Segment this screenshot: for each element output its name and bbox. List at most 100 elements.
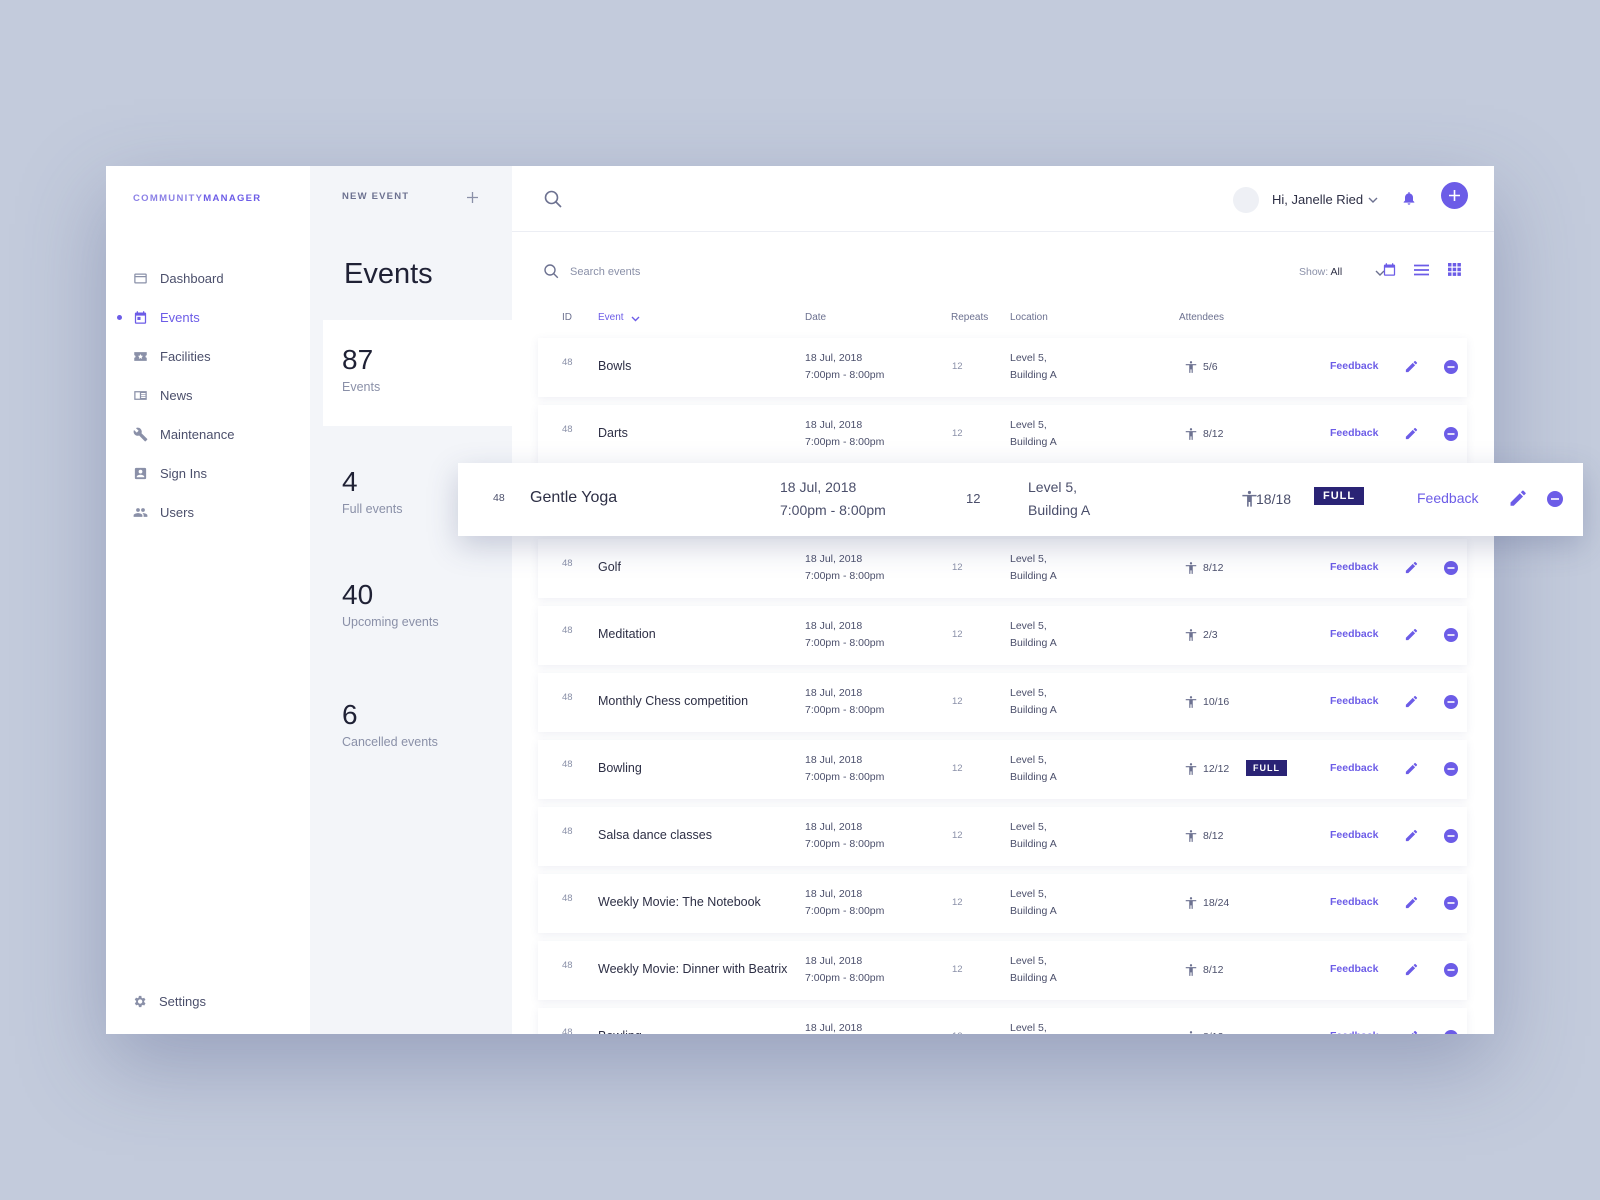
event-row[interactable]: 48 Bowls 18 Jul, 2018 7:00pm - 8:00pm 12 Leve…: [538, 338, 1467, 397]
feedback-link[interactable]: Feedback: [1330, 628, 1379, 640]
feedback-link[interactable]: Feedback: [1330, 762, 1379, 774]
event-id: 48: [562, 692, 573, 703]
location-line: Level 5,: [1028, 479, 1078, 496]
edit-button[interactable]: [1404, 560, 1419, 575]
bell-icon[interactable]: [1401, 189, 1417, 207]
date: 18 Jul, 2018: [780, 479, 857, 496]
remove-button[interactable]: [1444, 628, 1458, 642]
remove-button[interactable]: [1444, 963, 1458, 977]
feedback-link[interactable]: Feedback: [1330, 1030, 1378, 1034]
remove-button[interactable]: [1444, 829, 1458, 843]
remove-button[interactable]: [1444, 1030, 1458, 1034]
edit-button[interactable]: [1404, 828, 1419, 843]
time: 7:00pm - 8:00pm: [805, 436, 885, 448]
remove-button[interactable]: [1444, 695, 1458, 709]
location-line: Building A: [1010, 905, 1057, 917]
feedback-link[interactable]: Feedback: [1417, 489, 1479, 506]
event-name[interactable]: Meditation: [598, 627, 656, 641]
list-view[interactable]: [1414, 264, 1429, 276]
greeting-chevron[interactable]: [1368, 197, 1378, 204]
repeats: 12: [952, 763, 963, 774]
event-name[interactable]: Golf: [598, 560, 621, 574]
attendee-icon: [1185, 629, 1197, 641]
nav-item[interactable]: Sign Ins: [133, 463, 207, 483]
add-button[interactable]: [1441, 182, 1468, 209]
avatar[interactable]: [1233, 187, 1259, 213]
date: 18 Jul, 2018: [805, 687, 863, 699]
event-row[interactable]: 48 Weekly Movie: Dinner with Beatrix 18 Ju…: [538, 941, 1467, 1000]
new-event-plus[interactable]: [467, 192, 478, 203]
feedback-link[interactable]: Feedback: [1330, 427, 1379, 439]
location-line: Level 5,: [1010, 419, 1047, 431]
feedback-link[interactable]: Feedback: [1330, 695, 1379, 707]
location-line: Building A: [1010, 972, 1057, 984]
nav-item[interactable]: Events: [117, 307, 200, 327]
column-header[interactable]: Event: [598, 312, 624, 323]
event-row[interactable]: 48 Salsa dance classes 18 Jul, 2018 7:00pm …: [538, 807, 1467, 866]
event-name[interactable]: Bowling: [598, 761, 642, 775]
feedback-link[interactable]: Feedback: [1330, 561, 1379, 573]
edit-button[interactable]: [1404, 426, 1419, 441]
event-name[interactable]: Weekly Movie: The Notebook: [598, 895, 761, 909]
stat-label: Cancelled events: [342, 735, 438, 749]
edit-button[interactable]: [1404, 761, 1419, 776]
remove-button[interactable]: [1444, 896, 1458, 910]
brand-second: MANAGER: [203, 193, 262, 204]
edit-button[interactable]: [1404, 359, 1419, 374]
nav-item[interactable]: Facilities: [133, 346, 211, 366]
remove-button[interactable]: [1444, 427, 1458, 441]
feedback-link[interactable]: Feedback: [1330, 360, 1379, 372]
feedback-link[interactable]: Feedback: [1330, 829, 1379, 841]
grid-view[interactable]: [1448, 263, 1461, 276]
feedback-link[interactable]: Feedback: [1330, 963, 1379, 975]
remove-button[interactable]: [1444, 762, 1458, 776]
nav-item[interactable]: Users: [133, 502, 194, 522]
highlighted-row[interactable]: 48 Gentle Yoga 18 Jul, 2018 7:00pm - 8:00pm…: [458, 463, 1583, 536]
remove-button[interactable]: [1444, 360, 1458, 374]
remove-button[interactable]: [1444, 561, 1458, 575]
edit-button[interactable]: [1404, 1029, 1419, 1034]
event-row[interactable]: 48 Weekly Movie: The Notebook 18 Jul, 2018…: [538, 874, 1467, 933]
event-row[interactable]: 48 Golf 18 Jul, 2018 7:00pm - 8:00pm 12 Level…: [538, 539, 1467, 598]
greeting[interactable]: Hi, Janelle Ried: [1272, 192, 1364, 207]
feedback-link[interactable]: Feedback: [1330, 896, 1379, 908]
top-search-icon[interactable]: [544, 190, 562, 208]
show-label: Show:: [1299, 266, 1329, 278]
event-name[interactable]: Salsa dance classes: [598, 828, 712, 842]
remove-button[interactable]: [1547, 491, 1563, 507]
attendee-icon: [1185, 897, 1197, 909]
event-name[interactable]: Darts: [598, 426, 628, 440]
settings-link[interactable]: Settings: [132, 991, 206, 1011]
repeats: 12: [952, 830, 963, 841]
event-row[interactable]: 48 Meditation 18 Jul, 2018 7:00pm - 8:00pm 1…: [538, 606, 1467, 665]
event-name[interactable]: Bowls: [598, 359, 632, 373]
edit-button[interactable]: [1508, 488, 1528, 508]
event-id: 48: [493, 492, 505, 504]
time: 7:00pm - 8:00pm: [805, 838, 885, 850]
sort-chevron[interactable]: [631, 316, 640, 466]
nav-item[interactable]: Dashboard: [133, 268, 224, 288]
event-row[interactable]: 48 Monthly Chess competition 18 Jul, 2018 7…: [538, 673, 1467, 732]
calendar-view[interactable]: [1382, 262, 1397, 277]
nav-item[interactable]: Maintenance: [133, 424, 234, 444]
show-chevron[interactable]: [1375, 270, 1385, 277]
edit-button[interactable]: [1404, 895, 1419, 910]
nav-label: Events: [160, 309, 200, 325]
nav-item[interactable]: News: [133, 385, 193, 405]
edit-button[interactable]: [1404, 627, 1419, 642]
event-name[interactable]: Weekly Movie: Dinner with Beatrix: [598, 962, 788, 976]
edit-button[interactable]: [1404, 962, 1419, 977]
edit-button[interactable]: [1404, 694, 1419, 709]
event-name[interactable]: Bowling: [598, 1029, 642, 1034]
event-row[interactable]: 48 Darts 18 Jul, 2018 7:00pm - 8:00pm 12 Leve…: [538, 405, 1467, 464]
new-event-button[interactable]: NEW EVENT: [342, 191, 410, 202]
event-name[interactable]: Monthly Chess competition: [598, 694, 749, 708]
event-id: 48: [562, 960, 573, 971]
event-name[interactable]: Gentle Yoga: [530, 489, 618, 506]
event-date: 18 Jul, 2018 7:00pm - 8:00pm: [805, 417, 884, 451]
location-line: Level 5,: [1010, 1022, 1047, 1034]
search-input[interactable]: Search events: [570, 266, 641, 278]
show-filter[interactable]: Show: All: [1299, 266, 1342, 278]
